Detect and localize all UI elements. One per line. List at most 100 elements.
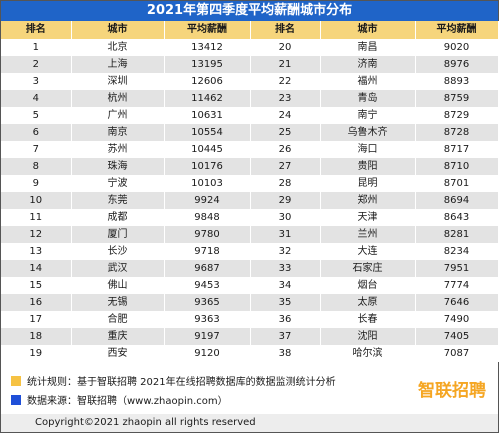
salary-cell: 9020 (415, 39, 499, 56)
salary-cell: 8281 (415, 226, 499, 243)
salary-cell: 8643 (415, 209, 499, 226)
city-cell: 郑州 (320, 192, 416, 209)
salary-cell: 9197 (164, 328, 251, 345)
city-cell: 大连 (320, 243, 416, 260)
table-row: 5 广州 10631 24 南宁 8729 (1, 107, 499, 124)
salary-cell: 7490 (415, 311, 499, 328)
city-cell: 南昌 (320, 39, 416, 56)
salary-cell: 10176 (164, 158, 251, 175)
rank-cell: 30 (250, 209, 321, 226)
salary-cell: 10554 (164, 124, 251, 141)
salary-cell: 8729 (415, 107, 499, 124)
salary-cell: 7646 (415, 294, 499, 311)
table-row: 11 成都 9848 30 天津 8643 (1, 209, 499, 226)
city-cell: 天津 (320, 209, 416, 226)
salary-table: 排名 城市 平均薪酬 排名 城市 平均薪酬 1 北京 13412 20 南昌 9020 2 上… (1, 21, 499, 362)
salary-cell: 8728 (415, 124, 499, 141)
salary-cell: 13195 (164, 56, 251, 73)
city-cell: 成都 (71, 209, 165, 226)
salary-cell: 9453 (164, 277, 251, 294)
legend-source-swatch (11, 395, 21, 405)
salary-cell: 8893 (415, 73, 499, 90)
city-cell: 重庆 (71, 328, 165, 345)
salary-cell: 8234 (415, 243, 499, 260)
salary-cell: 10445 (164, 141, 251, 158)
city-cell: 合肥 (71, 311, 165, 328)
rank-cell: 25 (250, 124, 321, 141)
city-cell: 东莞 (71, 192, 165, 209)
salary-cell: 7951 (415, 260, 499, 277)
city-cell: 杭州 (71, 90, 165, 107)
rank-cell: 4 (1, 90, 72, 107)
salary-cell: 12606 (164, 73, 251, 90)
salary-cell: 7405 (415, 328, 499, 345)
table-body: 1 北京 13412 20 南昌 9020 2 上海 13195 21 济南 8976 3 深圳 12606… (1, 39, 499, 362)
city-cell: 南京 (71, 124, 165, 141)
city-cell: 宁波 (71, 175, 165, 192)
city-cell: 北京 (71, 39, 165, 56)
table-row: 17 合肥 9363 36 长春 7490 (1, 311, 499, 328)
rank-cell: 22 (250, 73, 321, 90)
rank-cell: 8 (1, 158, 72, 175)
rank-cell: 13 (1, 243, 72, 260)
city-cell: 广州 (71, 107, 165, 124)
legend-source: 数据来源：智联招聘（www.zhaopin.com） (11, 394, 228, 410)
city-cell: 沈阳 (320, 328, 416, 345)
rank-cell: 15 (1, 277, 72, 294)
rank-cell: 16 (1, 294, 72, 311)
rank-cell: 3 (1, 73, 72, 90)
city-cell: 厦门 (71, 226, 165, 243)
rank-cell: 10 (1, 192, 72, 209)
salary-cell: 9780 (164, 226, 251, 243)
table-row: 12 厦门 9780 31 兰州 8281 (1, 226, 499, 243)
rank-cell: 19 (1, 345, 72, 362)
city-cell: 长春 (320, 311, 416, 328)
rank-cell: 7 (1, 141, 72, 158)
city-cell: 兰州 (320, 226, 416, 243)
salary-cell: 8717 (415, 141, 499, 158)
rank-cell: 12 (1, 226, 72, 243)
rank-cell: 35 (250, 294, 321, 311)
header-salary-right: 平均薪酬 (415, 21, 499, 39)
header-city-left: 城市 (71, 21, 165, 39)
city-cell: 烟台 (320, 277, 416, 294)
rank-cell: 26 (250, 141, 321, 158)
rank-cell: 38 (250, 345, 321, 362)
city-cell: 长沙 (71, 243, 165, 260)
logo-text: 智联招聘 (418, 381, 486, 401)
city-cell: 贵阳 (320, 158, 416, 175)
salary-cell: 11462 (164, 90, 251, 107)
rank-cell: 33 (250, 260, 321, 277)
table-row: 9 宁波 10103 28 昆明 8701 (1, 175, 499, 192)
city-cell: 太原 (320, 294, 416, 311)
rank-cell: 6 (1, 124, 72, 141)
salary-cell: 8694 (415, 192, 499, 209)
legend-rule: 统计规则：基于智联招聘 2021年在线招聘数据库的数据监测统计分析 (11, 375, 336, 391)
table-row: 15 佛山 9453 34 烟台 7774 (1, 277, 499, 294)
rank-cell: 23 (250, 90, 321, 107)
zhaopin-logo-icon: 智联招聘 (418, 379, 486, 403)
rank-cell: 20 (250, 39, 321, 56)
table-row: 18 重庆 9197 37 沈阳 7405 (1, 328, 499, 345)
rank-cell: 18 (1, 328, 72, 345)
salary-cell: 9848 (164, 209, 251, 226)
table-row: 16 无锡 9365 35 太原 7646 (1, 294, 499, 311)
city-cell: 西安 (71, 345, 165, 362)
rank-cell: 21 (250, 56, 321, 73)
table-row: 6 南京 10554 25 乌鲁木齐 8728 (1, 124, 499, 141)
city-cell: 昆明 (320, 175, 416, 192)
city-cell: 上海 (71, 56, 165, 73)
city-cell: 石家庄 (320, 260, 416, 277)
salary-cell: 8976 (415, 56, 499, 73)
city-cell: 佛山 (71, 277, 165, 294)
rank-cell: 9 (1, 175, 72, 192)
city-cell: 青岛 (320, 90, 416, 107)
city-cell: 深圳 (71, 73, 165, 90)
table-row: 7 苏州 10445 26 海口 8717 (1, 141, 499, 158)
header-city-right: 城市 (320, 21, 416, 39)
report-title: 2021年第四季度平均薪酬城市分布 (1, 1, 498, 21)
city-cell: 哈尔滨 (320, 345, 416, 362)
city-cell: 苏州 (71, 141, 165, 158)
salary-cell: 9687 (164, 260, 251, 277)
